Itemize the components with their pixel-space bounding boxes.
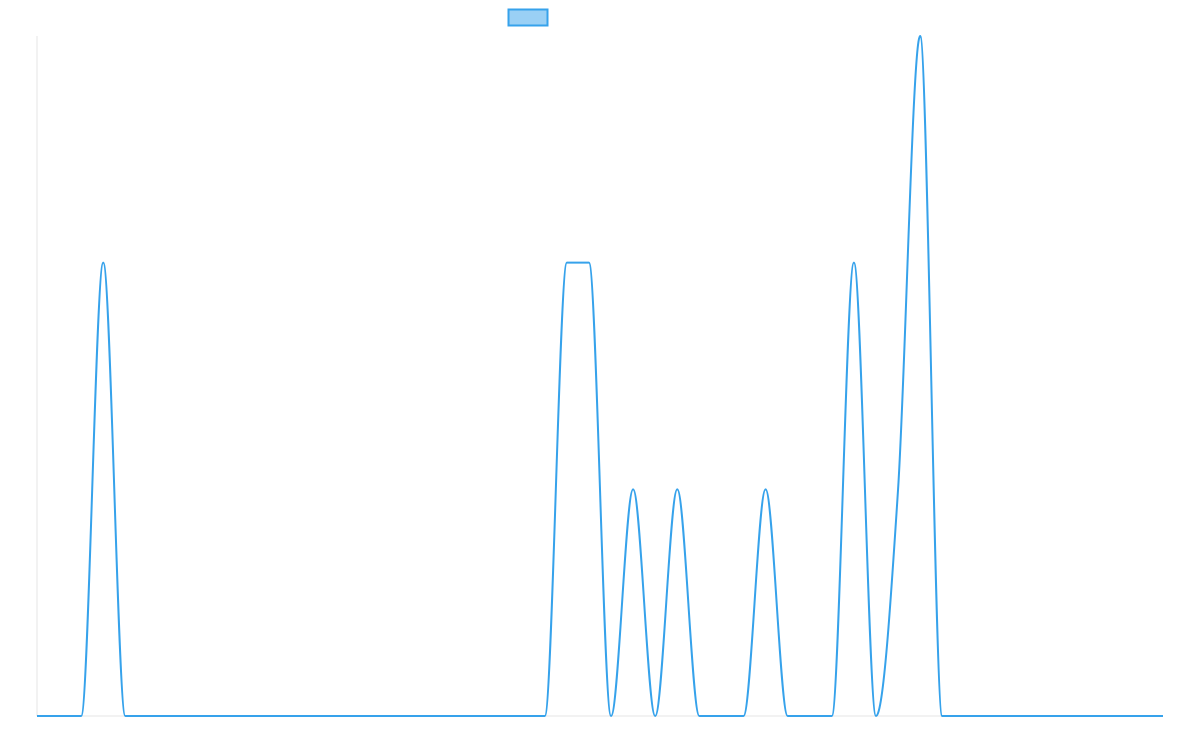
data-point[interactable] [1072, 713, 1078, 719]
data-point[interactable] [983, 713, 989, 719]
data-point[interactable] [211, 713, 217, 719]
data-point[interactable] [365, 713, 371, 719]
data-point[interactable] [321, 713, 327, 719]
data-point[interactable] [1005, 713, 1011, 719]
data-point[interactable] [78, 713, 84, 719]
data-point[interactable] [122, 713, 128, 719]
data-point[interactable] [718, 713, 724, 719]
data-point[interactable] [586, 260, 592, 266]
data-point[interactable] [939, 713, 945, 719]
legend-swatch [507, 8, 549, 27]
data-point[interactable] [453, 713, 459, 719]
data-point[interactable] [873, 713, 879, 719]
data-point[interactable] [476, 713, 482, 719]
data-point[interactable] [431, 713, 437, 719]
data-point[interactable] [56, 713, 62, 719]
data-point[interactable] [917, 33, 923, 39]
legend [507, 8, 549, 27]
data-point[interactable] [34, 713, 40, 719]
series-layer [34, 33, 1166, 719]
data-point[interactable] [763, 486, 769, 492]
data-point[interactable] [166, 713, 172, 719]
data-point[interactable] [387, 713, 393, 719]
data-point[interactable] [100, 260, 106, 266]
data-point[interactable] [409, 713, 415, 719]
data-point[interactable] [608, 713, 614, 719]
data-point[interactable] [1094, 713, 1100, 719]
data-point[interactable] [696, 713, 702, 719]
data-point[interactable] [498, 713, 504, 719]
data-point[interactable] [564, 260, 570, 266]
data-point[interactable] [785, 713, 791, 719]
data-point[interactable] [630, 486, 636, 492]
data-point[interactable] [144, 713, 150, 719]
data-point[interactable] [1028, 713, 1034, 719]
data-point[interactable] [829, 713, 835, 719]
data-point[interactable] [741, 713, 747, 719]
data-point[interactable] [277, 713, 283, 719]
data-point[interactable] [851, 260, 857, 266]
data-point[interactable] [542, 713, 548, 719]
data-point[interactable] [1116, 713, 1122, 719]
axes [36, 36, 1163, 717]
data-point[interactable] [961, 713, 967, 719]
data-point[interactable] [1138, 713, 1144, 719]
series-line [37, 35, 1163, 717]
data-point[interactable] [255, 713, 261, 719]
data-point[interactable] [189, 713, 195, 719]
data-point[interactable] [1160, 713, 1166, 719]
data-point[interactable] [895, 486, 901, 492]
data-point[interactable] [299, 713, 305, 719]
data-point[interactable] [233, 713, 239, 719]
data-point[interactable] [1050, 713, 1056, 719]
data-point[interactable] [520, 713, 526, 719]
data-point[interactable] [343, 713, 349, 719]
data-point[interactable] [652, 713, 658, 719]
data-point[interactable] [807, 713, 813, 719]
data-point[interactable] [674, 486, 680, 492]
